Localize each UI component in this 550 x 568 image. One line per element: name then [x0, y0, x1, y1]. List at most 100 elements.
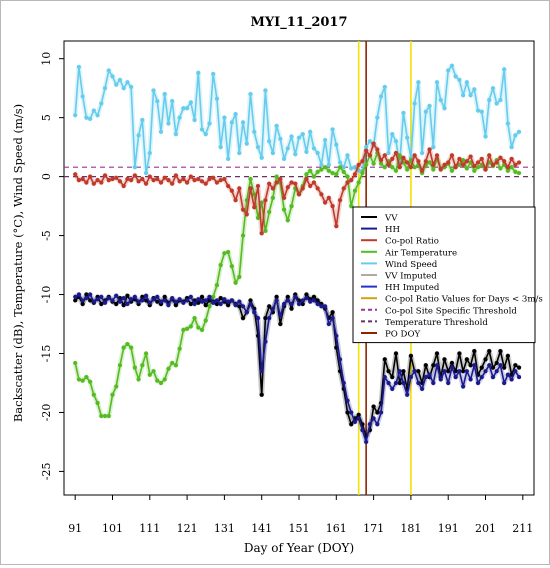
point-hh — [170, 295, 175, 301]
point-air-temperature — [319, 167, 324, 172]
point-wind-speed — [345, 153, 350, 158]
point-vv — [203, 303, 208, 308]
point-air-temperature — [397, 153, 402, 158]
point-air-temperature — [177, 346, 182, 351]
point-wind-speed — [188, 100, 193, 105]
point-wind-speed — [240, 120, 246, 125]
point-co-pol-ratio — [311, 180, 317, 185]
point-wind-speed — [281, 156, 287, 162]
point-air-temperature — [218, 262, 223, 268]
point-co-pol-ratio — [371, 141, 376, 146]
point-hh — [431, 380, 436, 386]
point-wind-speed — [259, 155, 264, 160]
x-tick-label: 171 — [363, 522, 384, 535]
point-co-pol-ratio — [356, 162, 361, 167]
point-vv — [386, 369, 391, 374]
point-hh — [442, 369, 447, 374]
point-hh — [341, 380, 346, 386]
y-tick-label: 5 — [40, 114, 53, 121]
point-wind-speed — [457, 77, 462, 83]
point-air-temperature — [114, 384, 119, 389]
point-wind-speed — [192, 117, 197, 123]
point-wind-speed — [278, 136, 283, 141]
point-wind-speed — [386, 150, 391, 156]
point-hh — [88, 292, 93, 297]
point-wind-speed — [382, 84, 387, 90]
point-wind-speed — [505, 121, 510, 126]
point-co-pol-ratio — [375, 147, 380, 152]
y-tick-label: -20 — [40, 404, 53, 422]
point-hh — [516, 374, 522, 380]
point-air-temperature — [106, 413, 111, 419]
y-tick-label: -5 — [40, 230, 53, 241]
point-air-temperature — [323, 165, 328, 170]
point-air-temperature — [84, 374, 89, 380]
point-vv — [479, 365, 484, 370]
point-vv — [289, 306, 294, 311]
point-hh — [416, 380, 421, 386]
point-co-pol-ratio — [99, 180, 104, 185]
x-tick-label: 161 — [326, 522, 347, 535]
point-wind-speed — [222, 115, 227, 120]
point-hh — [378, 410, 384, 415]
point-wind-speed — [91, 108, 96, 113]
point-vv — [349, 422, 354, 427]
point-air-temperature — [170, 360, 175, 366]
x-tick-label: 191 — [438, 522, 459, 535]
point-hh — [304, 295, 309, 301]
point-hh — [102, 300, 108, 305]
point-air-temperature — [132, 365, 137, 370]
point-hh — [278, 313, 283, 318]
point-hh — [132, 294, 137, 299]
point-co-pol-ratio — [136, 179, 141, 184]
point-hh — [270, 306, 275, 311]
point-hh — [367, 422, 372, 427]
point-air-temperature — [192, 316, 197, 321]
point-wind-speed — [226, 156, 231, 162]
point-air-temperature — [330, 170, 335, 176]
point-hh — [464, 369, 469, 374]
point-wind-speed — [442, 106, 447, 111]
point-air-temperature — [315, 169, 320, 174]
point-co-pol-ratio — [218, 178, 223, 183]
point-co-pol-ratio — [378, 158, 384, 163]
point-air-temperature — [129, 345, 134, 350]
point-hh — [427, 372, 432, 377]
point-vv — [237, 304, 242, 309]
point-wind-speed — [296, 135, 302, 140]
point-hh — [263, 339, 268, 344]
point-hh — [405, 392, 410, 397]
point-hh — [490, 374, 496, 380]
point-wind-speed — [416, 80, 421, 85]
point-vv — [431, 363, 436, 368]
point-hh — [457, 369, 462, 374]
point-air-temperature — [196, 325, 201, 330]
point-vv — [423, 363, 428, 368]
point-hh — [84, 295, 89, 301]
point-hh — [461, 384, 466, 389]
point-co-pol-ratio — [229, 188, 234, 193]
point-co-pol-ratio — [390, 156, 395, 162]
y-axis-label: Backscatter (dB), Temperature (°C), Wind… — [11, 104, 25, 422]
point-hh — [214, 298, 220, 303]
point-co-pol-ratio — [73, 172, 78, 177]
point-air-temperature — [390, 165, 395, 170]
point-co-pol-ratio — [240, 207, 246, 212]
point-air-temperature — [308, 168, 313, 173]
point-co-pol-ratio — [147, 174, 152, 179]
point-wind-speed — [95, 113, 100, 118]
point-wind-speed — [199, 127, 205, 132]
point-hh — [502, 380, 507, 386]
point-hh — [393, 380, 399, 386]
point-hh — [446, 380, 451, 386]
point-vv — [434, 351, 440, 356]
point-hh — [155, 294, 160, 299]
point-air-temperature — [76, 377, 82, 382]
point-co-pol-ratio — [475, 160, 481, 165]
point-co-pol-ratio — [472, 163, 477, 169]
point-co-pol-ratio — [513, 162, 518, 167]
point-air-temperature — [121, 345, 126, 350]
point-wind-speed — [352, 165, 358, 170]
point-air-temperature — [255, 215, 261, 220]
point-co-pol-ratio — [468, 154, 473, 159]
